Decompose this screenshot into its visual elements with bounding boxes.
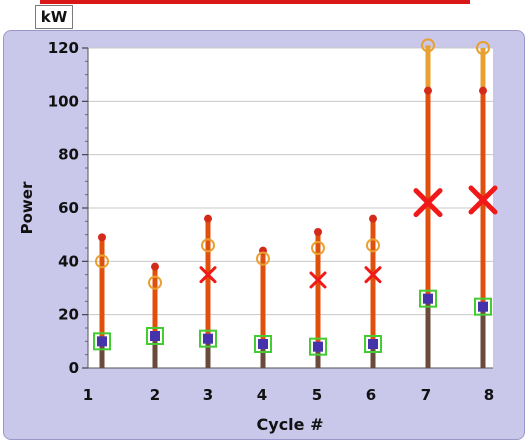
mean-circle-7 (421, 38, 435, 53)
x-tick-label-2: 2 (150, 386, 160, 404)
min-square-outline-3 (199, 329, 217, 348)
max-dot-2 (151, 262, 159, 271)
max-dot-6 (369, 214, 377, 223)
mean-circle-3 (201, 238, 215, 253)
y-axis-label: Power (18, 181, 36, 234)
min-square-3 (203, 333, 213, 344)
mean-circle-4 (256, 251, 270, 266)
x-tick-label-5: 5 (312, 386, 322, 404)
y-tick-label-120: 120 (48, 39, 79, 57)
y-tick-label-20: 20 (58, 306, 79, 324)
x-axis-label: Cycle # (257, 415, 324, 434)
y-tick-label-100: 100 (48, 92, 79, 110)
min-square-2 (150, 331, 160, 341)
min-square-outline-2 (146, 327, 164, 345)
x-tick-label-3: 3 (203, 386, 213, 404)
y-tick-label-80: 80 (58, 146, 79, 164)
x-marker-3 (199, 266, 217, 284)
min-square-7 (423, 293, 433, 304)
y-ticks: 0 20 40 60 80 100 120 1 2 3 4 5 6 7 8 (48, 39, 495, 404)
mean-circle-1 (95, 254, 109, 269)
max-dot-3 (204, 214, 212, 223)
max-dot-8 (479, 86, 487, 95)
mean-circle-6 (366, 238, 380, 253)
y-tick-label-60: 60 (58, 199, 79, 217)
y-tick-label-40: 40 (58, 252, 79, 270)
x-marker-5 (309, 271, 327, 289)
min-square-1 (97, 336, 107, 347)
mean-circle-5 (311, 241, 325, 255)
mean-circle-8 (476, 41, 490, 55)
x-tick-label-8: 8 (484, 386, 494, 404)
unit-label: kW (35, 5, 73, 29)
data-marks (93, 38, 498, 368)
min-square-outline-7 (419, 289, 437, 308)
min-square-outline-5 (309, 337, 327, 356)
x-marker-6 (364, 266, 382, 284)
top-red-strip (40, 0, 470, 4)
mean-circle-2 (148, 275, 162, 290)
x-tick-label-6: 6 (366, 386, 376, 404)
x-tick-label-1: 1 (83, 386, 93, 404)
min-square-outline-1 (93, 332, 111, 351)
min-square-6 (368, 339, 378, 349)
x-marker-8 (468, 185, 498, 215)
max-dot-5 (314, 228, 322, 236)
min-square-5 (313, 341, 323, 352)
min-square-outline-6 (364, 335, 382, 353)
x-tick-label-4: 4 (257, 386, 267, 404)
x-marker-7 (413, 188, 443, 218)
min-square-outline-8 (474, 297, 492, 316)
max-dot-7 (424, 86, 432, 95)
min-square-4 (258, 339, 268, 349)
y-tick-label-0: 0 (69, 359, 79, 377)
min-square-8 (478, 301, 488, 312)
min-square-outline-4 (254, 335, 272, 353)
x-tick-label-7: 7 (421, 386, 431, 404)
max-dot-1 (98, 233, 106, 242)
